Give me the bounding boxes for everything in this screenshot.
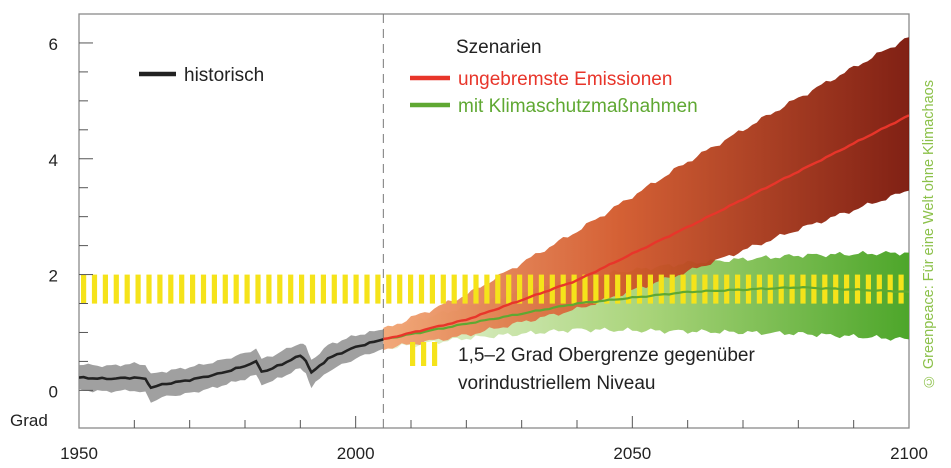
y-tick-label-0: 0 — [49, 382, 58, 401]
unchecked-scenario-line — [383, 114, 909, 341]
target-band-stripe-65 — [789, 274, 795, 304]
protection-scenario-line — [383, 285, 909, 340]
target-band-stripe-16 — [255, 274, 261, 304]
target-band-stripe-19 — [288, 274, 294, 304]
target-band-stripe-32 — [429, 274, 435, 304]
target-band-stripe-34 — [451, 274, 457, 304]
legend: historisch Szenarien ungebremste Emissio… — [139, 37, 755, 394]
x-tick-label-2000: 2000 — [337, 444, 375, 463]
target-band-stripe-39 — [506, 274, 512, 304]
target-band-stripe-14 — [233, 274, 239, 304]
target-band-stripe-7 — [157, 274, 163, 304]
x-tick-label-1950: 1950 — [60, 444, 98, 463]
target-band-stripe-46 — [582, 274, 588, 304]
legend-historic-label: historisch — [184, 65, 264, 86]
target-band-stripe-1 — [91, 274, 98, 304]
target-band-stripe-25 — [353, 274, 359, 304]
target-band-stripe-17 — [266, 274, 272, 304]
target-band-stripe-59 — [724, 274, 730, 304]
target-band-stripe-67 — [811, 274, 817, 304]
target-band-stripe-56 — [691, 274, 697, 304]
target-band-stripe-2 — [102, 274, 108, 304]
copyright-credit: © Greenpeace: Für eine Welt ohne Klimach… — [913, 2, 945, 467]
target-band-stripe-44 — [560, 274, 566, 304]
target-band-stripe-4 — [124, 274, 130, 304]
target-band-stripe-72 — [865, 274, 871, 304]
target-band-stripe-20 — [299, 274, 305, 304]
target-band-stripe-5 — [135, 274, 141, 304]
target-band-stripe-73 — [876, 274, 882, 304]
target-band-stripe-35 — [462, 274, 468, 304]
target-band-stripe-27 — [375, 274, 381, 304]
legend-target-label-line2: vorindustriellem Niveau — [458, 373, 655, 394]
target-band-stripe-0 — [81, 274, 87, 304]
target-band-stripe-31 — [418, 274, 425, 304]
target-band-stripe-29 — [397, 274, 403, 304]
target-band-stripe-28 — [386, 274, 392, 304]
target-band-stripe-53 — [658, 274, 664, 304]
target-band-stripe-21 — [309, 274, 316, 304]
target-band-stripe-45 — [571, 274, 577, 304]
legend-protection-label: mit Klimaschutzmaßnahmen — [458, 96, 698, 117]
x-tick-label-2050: 2050 — [613, 444, 651, 463]
target-band-stripe-6 — [146, 274, 152, 304]
target-band-stripe-8 — [168, 274, 174, 304]
historic-line — [79, 338, 384, 390]
target-band-stripe-37 — [484, 274, 490, 304]
target-band-stripe-55 — [680, 274, 686, 304]
legend-unchecked-label: ungebremste Emissionen — [458, 69, 672, 90]
historic-uncertainty-band — [79, 329, 384, 403]
target-band-stripe-48 — [604, 274, 610, 304]
target-band-stripe-42 — [538, 274, 544, 304]
target-band-stripe-54 — [669, 274, 675, 304]
legend-target-label-line1: 1,5–2 Grad Obergrenze gegenüber — [458, 345, 755, 366]
y-tick-label-4: 4 — [49, 151, 58, 170]
legend-target-swatch — [410, 342, 438, 366]
target-band-stripe-57 — [702, 274, 708, 304]
target-band-stripe-11 — [200, 274, 207, 304]
target-band-stripe-50 — [626, 274, 632, 304]
target-band-stripe-51 — [636, 274, 643, 304]
target-band-stripe-64 — [778, 274, 784, 304]
target-band-stripe-74 — [887, 274, 893, 304]
y-axis-unit-label: Grad — [10, 411, 48, 430]
target-band-stripe-30 — [408, 274, 414, 304]
x-tick-label-2100: 2100 — [890, 444, 928, 463]
target-band-stripe-49 — [615, 274, 621, 304]
target-band-stripe-18 — [277, 274, 283, 304]
target-band-stripe-15 — [244, 274, 250, 304]
y-tick-label-2: 2 — [49, 267, 58, 286]
target-band-stripe-41 — [527, 274, 534, 304]
target-band-stripe-26 — [364, 274, 370, 304]
target-band-stripe-22 — [320, 274, 326, 304]
legend-target-swatch-stripe-0 — [410, 342, 416, 366]
target-band-stripe-38 — [495, 274, 501, 304]
target-band-stripe-3 — [113, 274, 119, 304]
target-band-stripe-23 — [331, 274, 337, 304]
target-band-stripe-40 — [517, 274, 523, 304]
target-band-stripe-33 — [440, 274, 446, 304]
target-band-stripe-66 — [800, 274, 806, 304]
legend-target-swatch-stripe-2 — [432, 342, 438, 366]
legend-target-swatch-stripe-1 — [421, 342, 427, 366]
target-band-stripe-75 — [898, 274, 904, 304]
target-band-stripe-10 — [190, 274, 196, 304]
target-band-stripe-58 — [713, 274, 719, 304]
target-band-stripe-12 — [211, 274, 217, 304]
legend-scenarios-title: Szenarien — [456, 37, 542, 58]
protection-uncertainty-band — [383, 250, 909, 350]
unchecked-uncertainty-band — [383, 37, 909, 351]
y-tick-label-6: 6 — [49, 35, 58, 54]
target-band-stripe-24 — [342, 274, 348, 304]
copyright-credit-text: © Greenpeace: Für eine Welt ohne Klimach… — [921, 79, 937, 390]
target-band-stripe-13 — [222, 274, 228, 304]
target-band-stripe-9 — [179, 274, 185, 304]
target-band-stripe-52 — [647, 274, 653, 304]
target-band-stripe-36 — [473, 274, 479, 304]
target-band-stripe-47 — [593, 274, 599, 304]
